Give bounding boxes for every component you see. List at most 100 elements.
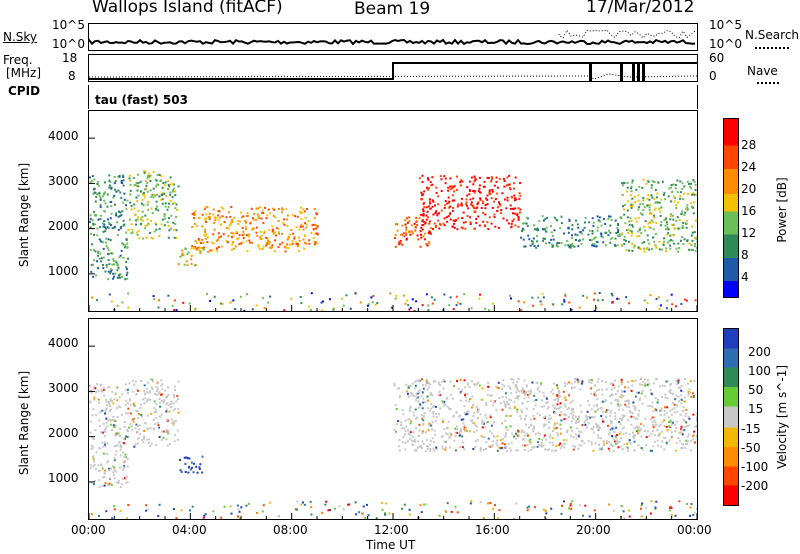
heatmap-cell xyxy=(286,224,289,227)
heatmap-cell xyxy=(462,211,465,214)
heatmap-cell xyxy=(431,428,433,431)
heatmap-cell xyxy=(421,180,424,183)
heatmap-cell xyxy=(663,413,666,416)
heatmap-cell xyxy=(102,267,105,270)
heatmap-cell xyxy=(679,195,682,198)
heatmap-cell xyxy=(111,227,114,230)
heatmap-cell xyxy=(145,504,148,507)
heatmap-cell xyxy=(94,429,97,432)
heatmap-cell xyxy=(611,445,614,447)
heatmap-cell xyxy=(304,241,306,244)
heatmap-cell xyxy=(158,398,161,400)
heatmap-cell xyxy=(550,243,553,246)
heatmap-cell xyxy=(530,448,533,451)
heatmap-cell xyxy=(526,400,529,403)
heatmap-cell xyxy=(513,187,515,190)
heatmap-cell xyxy=(627,419,629,422)
heatmap-cell xyxy=(230,231,233,234)
heatmap-cell xyxy=(294,508,297,511)
heatmap-cell xyxy=(636,391,639,394)
heatmap-cell xyxy=(478,384,481,387)
heatmap-cell xyxy=(205,233,208,236)
heatmap-cell xyxy=(648,434,651,437)
heatmap-cell xyxy=(103,434,106,437)
heatmap-cell xyxy=(609,238,612,241)
heatmap-cell xyxy=(413,222,416,225)
heatmap-cell xyxy=(660,409,663,412)
heatmap-cell xyxy=(201,225,204,228)
cpid-bar xyxy=(88,85,698,109)
heatmap-cell xyxy=(104,427,107,430)
heatmap-cell xyxy=(492,404,495,407)
heatmap-cell xyxy=(596,405,599,408)
heatmap-cell xyxy=(309,500,312,503)
heatmap-cell xyxy=(460,204,463,207)
heatmap-cell xyxy=(425,214,428,217)
heatmap-cell xyxy=(592,428,595,431)
heatmap-cell xyxy=(441,419,444,422)
heatmap-cell xyxy=(198,239,201,242)
heatmap-cell xyxy=(361,512,364,515)
heatmap-cell xyxy=(588,379,591,382)
heatmap-cell xyxy=(136,442,139,445)
heatmap-cell xyxy=(108,293,111,296)
heatmap-cell xyxy=(420,226,423,229)
heatmap-cell xyxy=(444,509,447,512)
heatmap-cell xyxy=(642,209,645,212)
heatmap-cell xyxy=(653,440,656,443)
heatmap-cell xyxy=(412,436,415,439)
heatmap-cell xyxy=(508,174,511,177)
heatmap-cell xyxy=(125,481,128,484)
heatmap-cell xyxy=(419,230,422,233)
heatmap-cell xyxy=(631,250,634,252)
heatmap-cell xyxy=(135,219,138,222)
heatmap-cell xyxy=(625,249,628,251)
heatmap-cell xyxy=(201,471,204,474)
heatmap-cell xyxy=(578,444,581,447)
heatmap-cell xyxy=(488,190,491,193)
heatmap-cell xyxy=(443,440,446,443)
heatmap-cell xyxy=(665,217,667,220)
heatmap-cell xyxy=(244,225,247,228)
heatmap-cell xyxy=(618,421,621,423)
heatmap-cell xyxy=(536,441,539,444)
heatmap-cell xyxy=(101,467,104,470)
heatmap-cell xyxy=(409,422,412,425)
heatmap-cell xyxy=(290,297,293,300)
heatmap-cell xyxy=(627,386,630,389)
freq-unit-label: [MHz] xyxy=(6,66,42,80)
heatmap-cell xyxy=(620,396,623,399)
heatmap-cell xyxy=(557,434,559,437)
heatmap-cell xyxy=(232,241,235,244)
heatmap-cell xyxy=(620,437,623,440)
heatmap-cell xyxy=(487,386,490,388)
heatmap-cell xyxy=(100,257,103,260)
heatmap-cell xyxy=(664,437,667,439)
heatmap-cell xyxy=(443,293,446,296)
heatmap-cell xyxy=(293,237,296,240)
heatmap-cell xyxy=(312,228,315,231)
heatmap-cell xyxy=(130,223,133,226)
heatmap-cell xyxy=(101,441,104,444)
heatmap-cell xyxy=(533,394,536,397)
heatmap-cell xyxy=(666,223,669,226)
heatmap-cell xyxy=(271,225,274,228)
heatmap-cell xyxy=(255,218,258,221)
heatmap-cell xyxy=(540,382,543,385)
heatmap-cell xyxy=(592,238,595,241)
heatmap-cell xyxy=(595,403,598,406)
heatmap-cell xyxy=(553,406,556,409)
heatmap-cell xyxy=(476,202,479,205)
heatmap-cell xyxy=(146,181,149,184)
heatmap-cell xyxy=(541,438,544,441)
heatmap-cell xyxy=(681,236,684,238)
heatmap-cell xyxy=(417,379,420,382)
heatmap-cell xyxy=(654,189,657,191)
heatmap-cell xyxy=(615,442,618,445)
heatmap-cell xyxy=(113,419,116,422)
heatmap-cell xyxy=(590,408,593,411)
heatmap-cell xyxy=(617,400,620,403)
heatmap-cell xyxy=(169,402,172,405)
heatmap-cell xyxy=(685,439,688,442)
heatmap-cell xyxy=(685,226,688,229)
